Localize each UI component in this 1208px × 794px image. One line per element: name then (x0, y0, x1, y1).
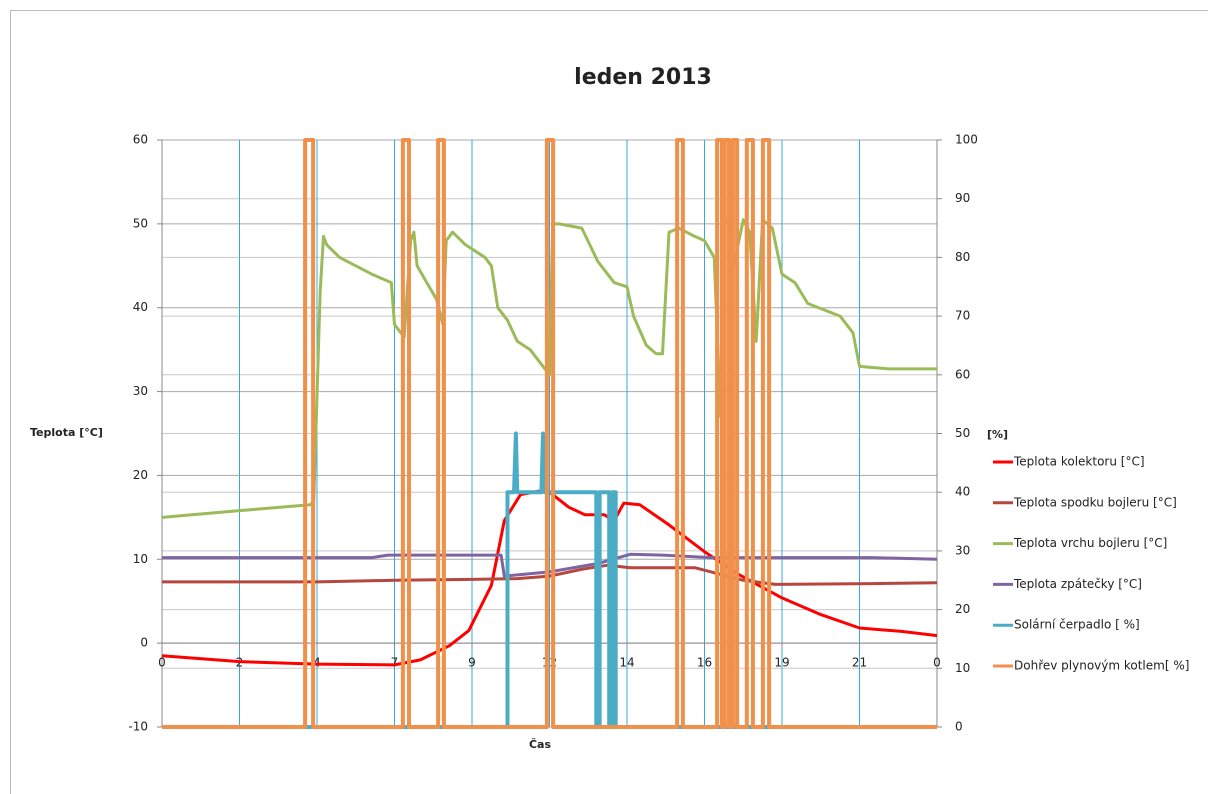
series-line (162, 138, 937, 729)
legend-label: Solární čerpadlo [ %] (1014, 618, 1140, 632)
y2-tick-label: 70 (955, 309, 970, 323)
y2-tick-label: 20 (955, 602, 970, 616)
y2-axis-title: [%] (987, 428, 1008, 441)
y2-tick-label: 80 (955, 250, 970, 264)
legend-label: Teplota kolektoru [°C] (1013, 455, 1145, 469)
x-tick-label: 7 (391, 656, 399, 670)
x-tick-label: 16 (697, 656, 712, 670)
x-tick-label: 21 (852, 656, 867, 670)
y2-tick-label: 60 (955, 367, 970, 381)
series-line (162, 431, 937, 729)
x-tick-label: 19 (774, 656, 789, 670)
y2-tick-label: 100 (955, 133, 978, 147)
y-tick-label: 50 (133, 216, 148, 230)
y-tick-label: 30 (133, 384, 148, 398)
y2-tick-label: 40 (955, 485, 970, 499)
series-line (161, 488, 938, 667)
legend-label: Teplota zpátečky [°C] (1013, 577, 1142, 591)
legend-label: Teplota vrchu bojleru [°C] (1013, 536, 1167, 550)
y2-tick-label: 10 (955, 661, 970, 675)
y-tick-label: 60 (133, 133, 148, 147)
y-tick-label: 20 (133, 468, 148, 482)
y-axis-title: Teplota [°C] (30, 426, 103, 439)
legend-label: Teplota spodku bojleru [°C] (1013, 495, 1177, 509)
x-tick-label: 0 (158, 656, 166, 670)
legend-label: Dohřev plynovým kotlem[ %] (1014, 659, 1189, 673)
x-axis-title: Čas (529, 738, 551, 751)
x-tick-label: 14 (619, 656, 634, 670)
chart-title: leden 2013 (574, 65, 712, 90)
y-tick-label: 40 (133, 300, 148, 314)
x-tick-label: 0 (933, 656, 941, 670)
y2-tick-label: 50 (955, 426, 970, 440)
y-tick-label: -10 (128, 720, 148, 734)
y2-tick-label: 0 (955, 720, 963, 734)
y2-tick-label: 90 (955, 191, 970, 205)
series-line (161, 215, 937, 519)
y-tick-label: 0 (140, 636, 148, 650)
y2-tick-label: 30 (955, 543, 970, 557)
chart-frame (10, 10, 1208, 794)
x-tick-label: 9 (468, 656, 476, 670)
y-tick-label: 10 (133, 552, 148, 566)
